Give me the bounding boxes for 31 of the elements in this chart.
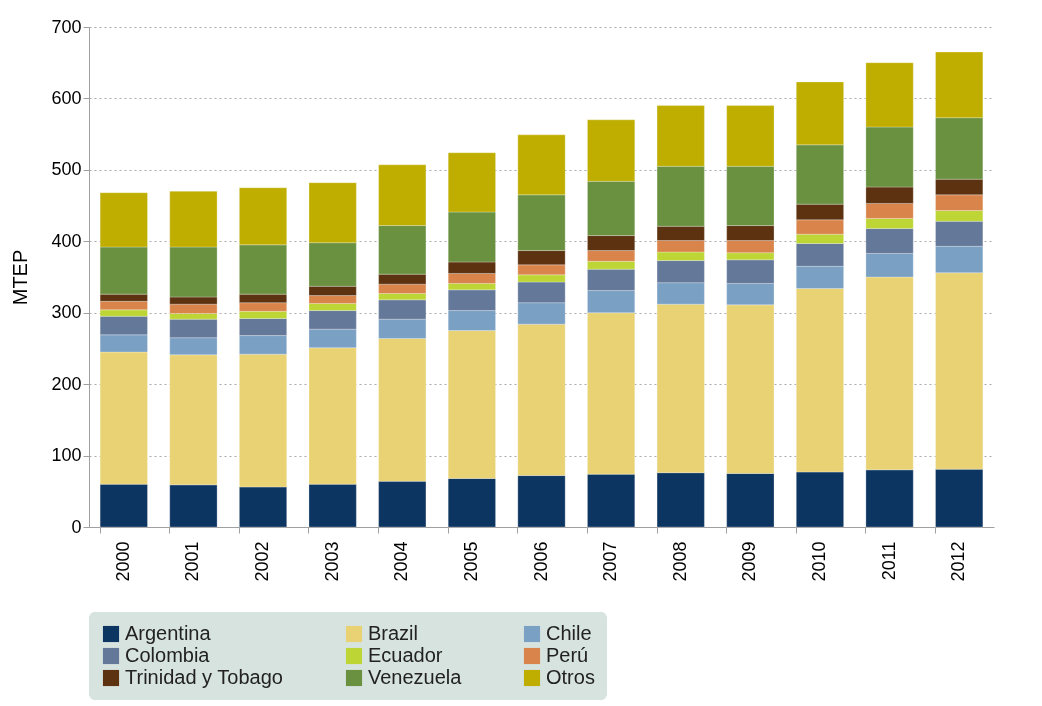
x-tick-label: 2009 [739, 541, 760, 582]
y-tick-label: 500 [51, 159, 82, 180]
x-tick-label: 2010 [808, 541, 829, 582]
legend-label: Brazil [368, 622, 419, 644]
x-tick-label: 2012 [948, 541, 969, 582]
legend-label: Venezuela [368, 666, 463, 688]
x-tick-label: 2011 [878, 541, 899, 581]
legend-label: Ecuador [368, 644, 443, 666]
legend-label: Colombia [125, 644, 211, 666]
y-tick-label: 0 [71, 516, 82, 537]
legend-label: Perú [546, 644, 589, 666]
legend-label: Trinidad y Tobago [125, 666, 283, 688]
legend-label: Argentina [125, 622, 212, 644]
x-tick-label: 2004 [391, 541, 412, 582]
x-tick-label: 2000 [112, 541, 133, 582]
y-tick-label: 100 [51, 445, 82, 466]
x-tick-label: 2001 [182, 541, 203, 582]
y-tick-label: 200 [51, 373, 82, 394]
y-axis-title: MTEP [9, 249, 32, 306]
x-tick-label: 2002 [252, 541, 273, 582]
legend-label: Chile [546, 622, 592, 644]
y-tick-label: 300 [51, 302, 82, 323]
x-tick-label: 2005 [460, 541, 481, 582]
y-tick-label: 600 [51, 87, 82, 108]
y-tick-label: 400 [51, 230, 82, 251]
x-tick-label: 2006 [530, 541, 551, 582]
x-tick-label: 2008 [669, 541, 690, 582]
x-tick-label: 2007 [600, 541, 621, 582]
x-tick-label: 2003 [321, 541, 342, 582]
legend-label: Otros [546, 666, 595, 688]
y-tick-label: 700 [51, 16, 82, 37]
